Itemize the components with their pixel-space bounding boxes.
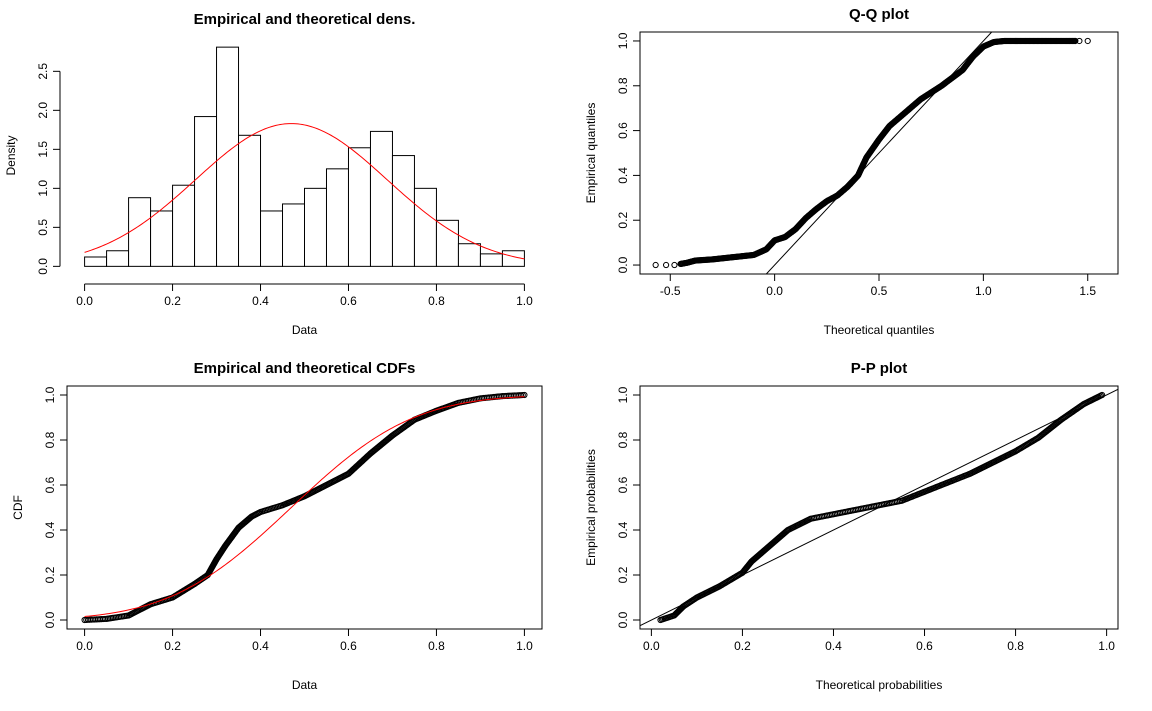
histogram-bar [347, 147, 371, 267]
cdf-y-tick-label: 0.8 [43, 431, 57, 448]
histogram-bar [150, 210, 174, 267]
pp-x-tick-label: 0.0 [643, 639, 660, 653]
qq-panel: -0.5 0.0 0.5 1.0 1.5 0.0 0.2 0.4 0.6 0.8 1.0 Q-Q pl… [584, 6, 1119, 337]
cdf-y-tick-label: 0.0 [43, 611, 57, 628]
histogram-bar [84, 256, 108, 267]
cdf-x-tick-label: 0.6 [340, 639, 357, 653]
cdf-title: Empirical and theoretical CDFs [194, 360, 416, 377]
histogram-bar [413, 187, 437, 267]
pp-y-tick-label: 0.6 [616, 476, 630, 493]
density-x-tick-label: 1.0 [516, 294, 533, 308]
density-x-tick-label: 0.4 [252, 294, 269, 308]
pp-point [1098, 391, 1106, 399]
pp-x-tick-label: 1.0 [1098, 639, 1115, 653]
cdf-y-tick-label: 0.4 [43, 521, 57, 538]
density-x-tick-label: 0.2 [164, 294, 181, 308]
qq-x-tick-label: 1.5 [1079, 284, 1096, 298]
density-x-label: Data [292, 323, 318, 337]
qq-reference-line [765, 32, 993, 274]
pp-x-tick-label: 0.4 [825, 639, 842, 653]
density-y-tick-label: 2.5 [36, 63, 50, 80]
qq-y-tick-label: 0.6 [616, 122, 630, 139]
histogram-bar [435, 219, 459, 267]
histogram-bar [128, 197, 152, 267]
cdf-x-tick-label: 0.0 [76, 639, 93, 653]
density-x-tick-label: 0.6 [340, 294, 357, 308]
qq-y-label: Empirical quantiles [584, 103, 598, 204]
qq-x-label: Theoretical quantiles [824, 323, 935, 337]
cdf-y-tick-label: 0.2 [43, 566, 57, 583]
cdf-x-tick-label: 0.4 [252, 639, 269, 653]
theoretical-cdf-curve [84, 396, 525, 617]
qq-y-tick-label: 0.8 [616, 77, 630, 94]
qq-x-tick-label: 1.0 [975, 284, 992, 298]
density-y-tick-label: 0.0 [36, 258, 50, 275]
pp-y-tick-label: 0.4 [616, 521, 630, 538]
histogram-bar [369, 130, 393, 267]
cdf-panel: 0.0 0.2 0.4 0.6 0.8 1.0 0.0 0.2 0.4 0.6 0.8 1.0 Empi… [11, 360, 543, 692]
pp-panel: 0.0 0.2 0.4 0.6 0.8 1.0 0.0 0.2 0.4 0.6 0.8 1.0 P-P … [584, 360, 1119, 692]
qq-point [662, 261, 670, 269]
qq-point [1084, 37, 1091, 45]
pp-y-tick-label: 0.0 [616, 611, 630, 628]
histogram-bar [238, 134, 262, 267]
qq-point [1072, 37, 1079, 45]
cdf-x-tick-label: 0.8 [428, 639, 445, 653]
qq-y-tick-label: 1.0 [616, 32, 630, 49]
pp-x-label: Theoretical probabilities [816, 678, 943, 692]
density-y-label: Density [4, 135, 18, 175]
cdf-x-label: Data [292, 678, 318, 692]
density-y-tick-label: 1.0 [36, 180, 50, 197]
histogram-bar [457, 243, 481, 267]
histogram-bar [194, 116, 218, 267]
pp-y-tick-label: 0.8 [616, 431, 630, 448]
density-y-tick-label: 2.0 [36, 102, 50, 119]
histogram-bar [391, 155, 415, 267]
qq-point [652, 261, 659, 269]
histogram-bar [260, 210, 284, 267]
histogram-bar [216, 46, 240, 267]
pp-y-tick-label: 1.0 [616, 386, 630, 403]
cdf-plot-frame [66, 385, 543, 630]
pp-title: P-P plot [851, 360, 907, 377]
density-title: Empirical and theoretical dens. [194, 11, 416, 28]
qq-x-tick-label: 0.5 [871, 284, 888, 298]
qq-y-tick-label: 0.4 [616, 167, 630, 184]
pp-x-tick-label: 0.2 [734, 639, 751, 653]
empirical-cdf-point [521, 391, 528, 399]
density-y-tick-label: 1.5 [36, 141, 50, 158]
qq-y-tick-label: 0.2 [616, 212, 630, 229]
cdf-x-tick-label: 0.2 [164, 639, 181, 653]
density-x-tick-label: 0.0 [76, 294, 93, 308]
cdf-y-label: CDF [11, 495, 25, 520]
histogram-bar [106, 250, 130, 267]
histogram-bar [325, 168, 349, 267]
pp-x-tick-label: 0.6 [916, 639, 933, 653]
cdf-y-tick-label: 0.6 [43, 476, 57, 493]
qq-y-tick-label: 0.0 [616, 256, 630, 273]
qq-point [671, 261, 678, 269]
density-x-tick-label: 0.8 [428, 294, 445, 308]
density-y-tick-label: 0.5 [36, 219, 50, 236]
qq-x-tick-label: -0.5 [660, 284, 681, 298]
histogram-bar [304, 187, 327, 267]
qq-x-tick-label: 0.0 [766, 284, 783, 298]
pp-y-label: Empirical probabilities [584, 449, 598, 566]
pp-y-tick-label: 0.2 [616, 566, 630, 583]
histogram-bar [479, 253, 503, 267]
density-panel: 0.0 0.2 0.4 0.6 0.8 1.0 0.0 0.5 1.0 1.5 2.0 2.5 Empi… [4, 11, 533, 337]
pp-plot-frame [639, 385, 1119, 630]
theoretical-density-curve [84, 123, 525, 260]
pp-x-tick-label: 0.8 [1007, 639, 1024, 653]
cdf-x-tick-label: 1.0 [516, 639, 533, 653]
histogram-bar [282, 203, 305, 267]
qq-title: Q-Q plot [849, 6, 909, 23]
cdf-y-tick-label: 1.0 [43, 386, 57, 403]
